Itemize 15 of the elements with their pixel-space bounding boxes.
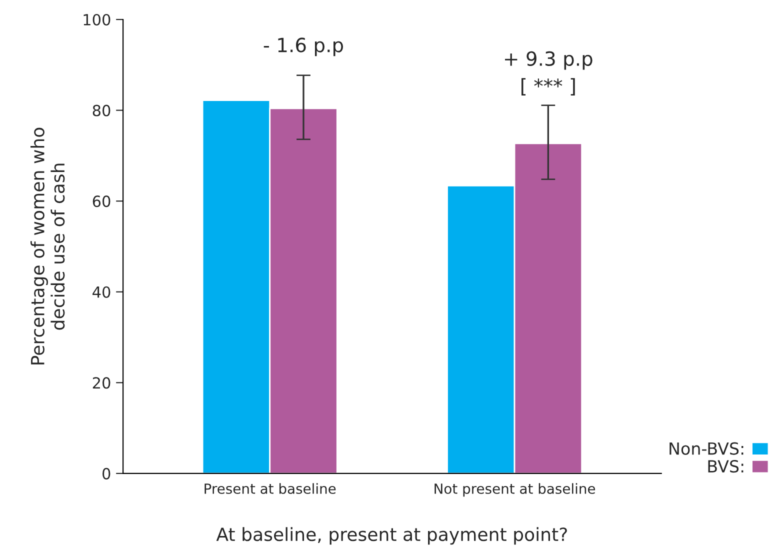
legend-label: Non-BVS: bbox=[670, 442, 744, 455]
y-tick-label: 80 bbox=[92, 104, 110, 116]
annotation: + 9.3 p.p bbox=[505, 51, 592, 70]
legend-label: BVS: bbox=[708, 460, 744, 473]
x-axis-title: At baseline, present at payment point? bbox=[216, 527, 567, 545]
annotation: - 1.6 p.p bbox=[264, 38, 344, 56]
annotation: [ *** ] bbox=[521, 78, 575, 96]
y-tick-label: 100 bbox=[84, 14, 110, 26]
y-tick-label: 0 bbox=[102, 468, 110, 480]
y-tick-label: 60 bbox=[92, 196, 110, 208]
y-tick-label: 40 bbox=[92, 286, 110, 298]
x-tick-label: Present at baseline bbox=[204, 483, 336, 494]
x-tick-label: Not present at baseline bbox=[434, 483, 596, 497]
y-tick-label: 20 bbox=[92, 377, 110, 389]
y-axis-title: Percentage of women who decide use of cash bbox=[30, 128, 65, 364]
